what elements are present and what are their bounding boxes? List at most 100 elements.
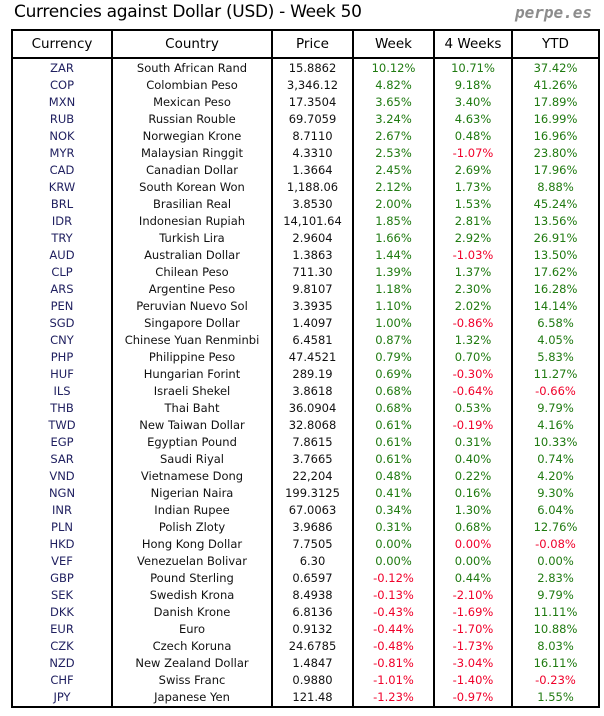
week-change-cell: 0.68%	[352, 383, 435, 400]
ytd-change-cell: 26.91%	[511, 230, 600, 247]
table-row: THB Thai Baht 36.0904 0.68% 0.53% 9.79%	[11, 400, 600, 417]
week-change-cell: 2.67%	[352, 128, 435, 145]
currency-cell: VND	[11, 468, 113, 485]
price-cell: 2.9604	[271, 230, 354, 247]
four-week-change-cell: 3.40%	[433, 94, 513, 111]
table-row: DKK Danish Krone 6.8136 -0.43% -1.69% 11.11%	[11, 604, 600, 621]
four-week-change-cell: 0.40%	[433, 451, 513, 468]
ytd-change-cell: 45.24%	[511, 196, 600, 213]
currency-cell: THB	[11, 400, 113, 417]
table-row: KRW South Korean Won 1,188.06 2.12% 1.73% 8.8…	[11, 179, 600, 196]
table-row: SGD Singapore Dollar 1.4097 1.00% -0.86% 6.58…	[11, 315, 600, 332]
four-week-change-cell: 0.48%	[433, 128, 513, 145]
table-row: NGN Nigerian Naira 199.3125 0.41% 0.16% 9.30%	[11, 485, 600, 502]
country-cell: Indonesian Rupiah	[111, 213, 273, 230]
four-week-change-cell: -0.97%	[433, 689, 513, 707]
price-cell: 7.8615	[271, 434, 354, 451]
currency-cell: SGD	[11, 315, 113, 332]
table-row: NOK Norwegian Krone 8.7110 2.67% 0.48% 16.96%	[11, 128, 600, 145]
price-cell: 9.8107	[271, 281, 354, 298]
price-cell: 289.19	[271, 366, 354, 383]
ytd-change-cell: 0.74%	[511, 451, 600, 468]
table-row: JPY Japanese Yen 121.48 -1.23% -0.97% 1.55%	[11, 689, 600, 707]
header-price: Price	[271, 29, 354, 59]
currency-cell: CNY	[11, 332, 113, 349]
currency-cell: TRY	[11, 230, 113, 247]
currency-cell: MXN	[11, 94, 113, 111]
currency-cell: ARS	[11, 281, 113, 298]
ytd-change-cell: 5.83%	[511, 349, 600, 366]
price-cell: 24.6785	[271, 638, 354, 655]
table-row: MYR Malaysian Ringgit 4.3310 2.53% -1.07% 23.…	[11, 145, 600, 162]
week-change-cell: 0.00%	[352, 536, 435, 553]
four-week-change-cell: 0.68%	[433, 519, 513, 536]
four-week-change-cell: 2.02%	[433, 298, 513, 315]
week-change-cell: 1.66%	[352, 230, 435, 247]
ytd-change-cell: 6.04%	[511, 502, 600, 519]
price-cell: 1,188.06	[271, 179, 354, 196]
price-cell: 1.3863	[271, 247, 354, 264]
currency-cell: CAD	[11, 162, 113, 179]
page-title: Currencies against Dollar (USD) - Week 5…	[14, 2, 362, 22]
country-cell: Canadian Dollar	[111, 162, 273, 179]
table-row: VEF Venezuelan Bolivar 6.30 0.00% 0.00% 0.00%	[11, 553, 600, 570]
header-week: Week	[352, 29, 435, 59]
four-week-change-cell: 0.31%	[433, 434, 513, 451]
ytd-change-cell: 17.89%	[511, 94, 600, 111]
ytd-change-cell: 1.55%	[511, 689, 600, 707]
price-cell: 7.7505	[271, 536, 354, 553]
table-row: ZAR South African Rand 15.8862 10.12% 10.71%…	[11, 58, 600, 77]
week-change-cell: 1.18%	[352, 281, 435, 298]
country-cell: Egyptian Pound	[111, 434, 273, 451]
price-cell: 15.8862	[271, 58, 354, 77]
ytd-change-cell: 17.96%	[511, 162, 600, 179]
ytd-change-cell: 9.79%	[511, 587, 600, 604]
header-country: Country	[111, 29, 273, 59]
price-cell: 1.3664	[271, 162, 354, 179]
price-cell: 1.4847	[271, 655, 354, 672]
table-row: VND Vietnamese Dong 22,204 0.48% 0.22% 4.20%	[11, 468, 600, 485]
price-cell: 8.4938	[271, 587, 354, 604]
price-cell: 121.48	[271, 689, 354, 707]
country-cell: Japanese Yen	[111, 689, 273, 707]
four-week-change-cell: -1.40%	[433, 672, 513, 689]
ytd-change-cell: 16.96%	[511, 128, 600, 145]
ytd-change-cell: -0.66%	[511, 383, 600, 400]
four-week-change-cell: -0.30%	[433, 366, 513, 383]
country-cell: Swiss Franc	[111, 672, 273, 689]
price-cell: 3,346.12	[271, 77, 354, 94]
table-row: ILS Israeli Shekel 3.8618 0.68% -0.64% -0.66%	[11, 383, 600, 400]
table-row: SEK Swedish Krona 8.4938 -0.13% -2.10% 9.79%	[11, 587, 600, 604]
week-change-cell: 0.00%	[352, 553, 435, 570]
country-cell: Brasilian Real	[111, 196, 273, 213]
country-cell: Polish Zloty	[111, 519, 273, 536]
country-cell: Venezuelan Bolivar	[111, 553, 273, 570]
currency-cell: NZD	[11, 655, 113, 672]
table-row: RUB Russian Rouble 69.7059 3.24% 4.63% 16.99%	[11, 111, 600, 128]
country-cell: Colombian Peso	[111, 77, 273, 94]
week-change-cell: -1.23%	[352, 689, 435, 707]
week-change-cell: 1.44%	[352, 247, 435, 264]
currency-cell: SAR	[11, 451, 113, 468]
currency-cell: NGN	[11, 485, 113, 502]
four-week-change-cell: -0.64%	[433, 383, 513, 400]
week-change-cell: 1.00%	[352, 315, 435, 332]
ytd-change-cell: 11.11%	[511, 604, 600, 621]
price-cell: 47.4521	[271, 349, 354, 366]
table-row: HKD Hong Kong Dollar 7.7505 0.00% 0.00% -0.08…	[11, 536, 600, 553]
table-row: BRL Brasilian Real 3.8530 2.00% 1.53% 45.24%	[11, 196, 600, 213]
country-cell: Russian Rouble	[111, 111, 273, 128]
four-week-change-cell: 0.00%	[433, 553, 513, 570]
currency-cell: ZAR	[11, 58, 113, 77]
country-cell: Chilean Peso	[111, 264, 273, 281]
country-cell: Saudi Riyal	[111, 451, 273, 468]
ytd-change-cell: 14.14%	[511, 298, 600, 315]
four-week-change-cell: 0.70%	[433, 349, 513, 366]
week-change-cell: 1.39%	[352, 264, 435, 281]
currency-cell: PLN	[11, 519, 113, 536]
price-cell: 32.8068	[271, 417, 354, 434]
four-week-change-cell: 1.37%	[433, 264, 513, 281]
ytd-change-cell: 8.03%	[511, 638, 600, 655]
table-row: NZD New Zealand Dollar 1.4847 -0.81% -3.04% 1…	[11, 655, 600, 672]
ytd-change-cell: 4.05%	[511, 332, 600, 349]
